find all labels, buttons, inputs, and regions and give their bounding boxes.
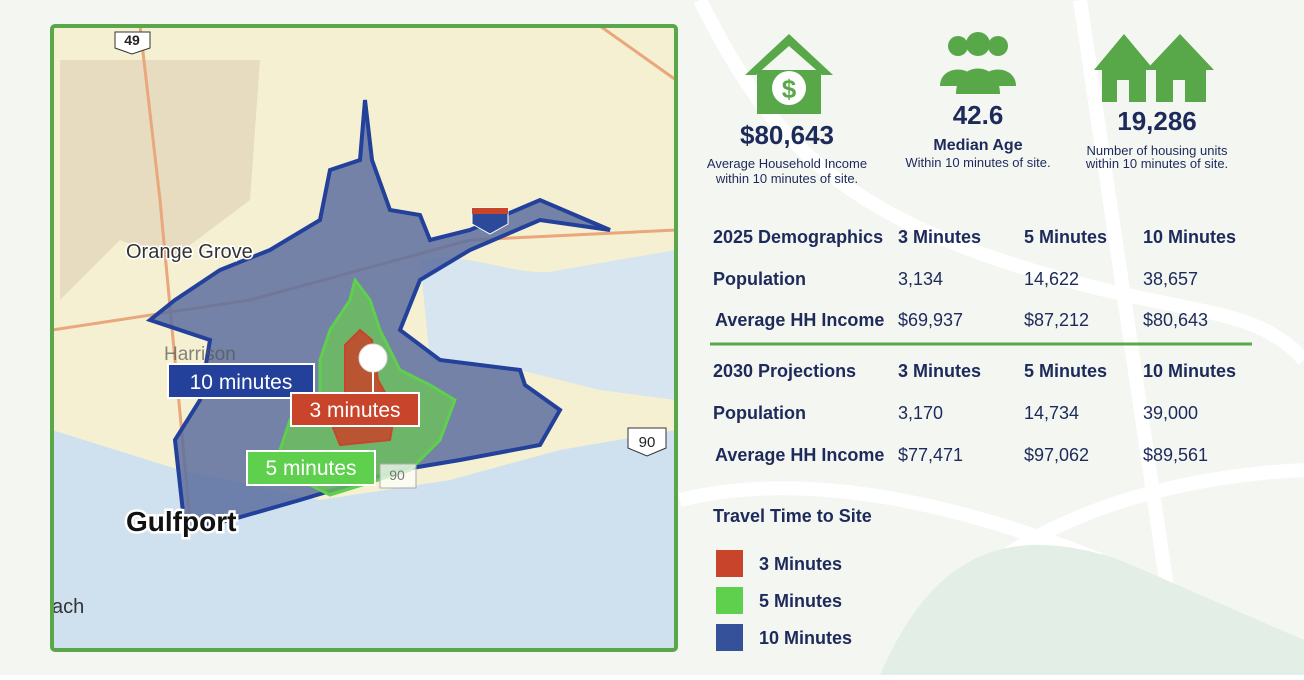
shield-label: 90 [389, 467, 405, 483]
highway-90-center: 90 [379, 463, 417, 489]
urban-area [60, 60, 260, 300]
tables: 2025 Demographics 3 Minutes 5 Minutes 10 Mi… [713, 227, 1236, 465]
zone-label: 5 minutes [265, 457, 356, 480]
table-cell: $80,643 [1143, 310, 1208, 330]
table-header: 2025 Demographics [713, 227, 883, 247]
background-water [880, 544, 1304, 675]
stat-value: 42.6 [953, 100, 1004, 130]
zone-label: 3 minutes [309, 399, 400, 422]
table-cell: $77,471 [898, 445, 963, 465]
shield-label: 49 [124, 32, 140, 48]
bay [420, 250, 676, 400]
stat-label: Number of housing units [1087, 143, 1228, 158]
row-label: Population [713, 403, 806, 423]
stat-note: within 10 minutes of site. [1085, 156, 1228, 171]
highway-49: 49 [114, 31, 151, 55]
table-header: 3 Minutes [898, 227, 981, 247]
table-cell: 14,622 [1024, 269, 1079, 289]
legend: Travel Time to Site 3 Minutes 5 Minutes 10 … [713, 506, 872, 651]
table-header: 10 Minutes [1143, 361, 1236, 381]
map: 49 90 90 Orange Grove Harrison Gulfport … [50, 24, 678, 652]
legend-label: 3 Minutes [759, 554, 842, 574]
place-label: ach [52, 596, 84, 618]
place-label: Orange Grove [126, 241, 253, 263]
table-header: 2030 Projections [713, 361, 856, 381]
stat-label: Median Age [933, 137, 1022, 154]
row-label: Population [713, 269, 806, 289]
shield-label: 90 [639, 434, 656, 451]
legend-swatch [716, 550, 743, 577]
table-cell: 3,134 [898, 269, 943, 289]
table-cell: $89,561 [1143, 445, 1208, 465]
map-frame [50, 24, 678, 652]
legend-title: Travel Time to Site [713, 506, 872, 526]
people-icon [940, 32, 1016, 94]
interstate-shield [471, 207, 509, 235]
place-label: Harrison [164, 344, 236, 365]
legend-swatch [716, 624, 743, 651]
highway-90: 90 [627, 427, 667, 457]
table-header: 5 Minutes [1024, 361, 1107, 381]
house-dollar-icon: $ [745, 34, 833, 114]
table-header: 5 Minutes [1024, 227, 1107, 247]
table-cell: 38,657 [1143, 269, 1198, 289]
stat-note: within 10 minutes of site. [715, 171, 858, 186]
row-label: Average HH Income [715, 445, 884, 465]
stat-value: 19,286 [1117, 106, 1197, 136]
legend-label: 5 Minutes [759, 591, 842, 611]
zone-label: 10 minutes [190, 371, 293, 394]
table-cell: $69,937 [898, 310, 963, 330]
three-minute-label: 3 minutes [290, 392, 420, 427]
row-label: Average HH Income [715, 310, 884, 330]
stat-icons: $ [745, 32, 1214, 114]
legend-label: 10 Minutes [759, 628, 852, 648]
table-cell: 39,000 [1143, 403, 1198, 423]
stat-note: Within 10 minutes of site. [905, 155, 1050, 170]
ten-minute-zone [145, 99, 611, 533]
svg-text:$: $ [782, 74, 797, 104]
stat-label: Average Household Income [707, 156, 867, 171]
place-label: Gulfport [126, 506, 236, 537]
ten-minute-label: 10 minutes [167, 363, 315, 399]
table-cell: 14,734 [1024, 403, 1079, 423]
site-marker [358, 343, 388, 373]
table-cell: $87,212 [1024, 310, 1089, 330]
stat-value: $80,643 [740, 120, 834, 150]
table-cell: $97,062 [1024, 445, 1089, 465]
table-cell: 3,170 [898, 403, 943, 423]
five-minute-label: 5 minutes [246, 450, 376, 486]
houses-icon [1094, 34, 1214, 102]
legend-swatch [716, 587, 743, 614]
table-header: 10 Minutes [1143, 227, 1236, 247]
table-header: 3 Minutes [898, 361, 981, 381]
